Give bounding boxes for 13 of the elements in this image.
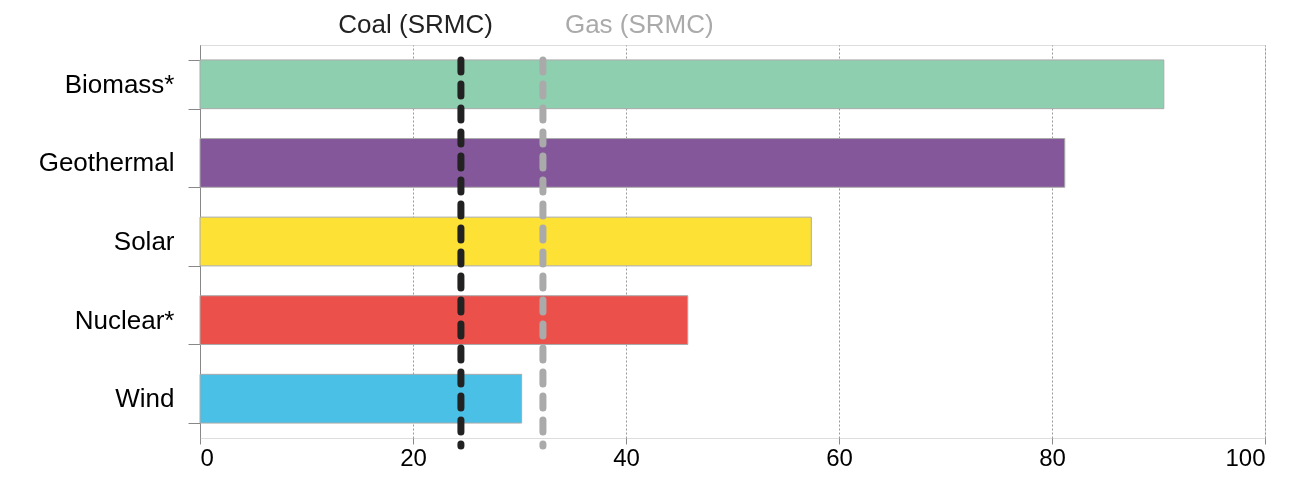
x-tick-label: 0 <box>200 443 214 471</box>
y-tick-label: Nuclear* <box>74 304 175 335</box>
x-tick-label: 80 <box>1039 443 1066 471</box>
x-tick-label: 60 <box>826 443 853 471</box>
y-tick-label: Solar <box>113 226 175 256</box>
ref-line-label: Gas (SRMC) <box>564 9 714 39</box>
y-tick-label: Geothermal <box>38 147 175 178</box>
ref-line-label: Coal (SRMC) <box>338 9 493 39</box>
y-tick-label: Biomass* <box>64 68 175 99</box>
x-tick-label: 100 <box>1225 443 1266 471</box>
x-tick-label: 20 <box>400 443 427 471</box>
y-tick-label: Wind <box>115 383 175 414</box>
x-tick-label: 40 <box>613 443 640 471</box>
